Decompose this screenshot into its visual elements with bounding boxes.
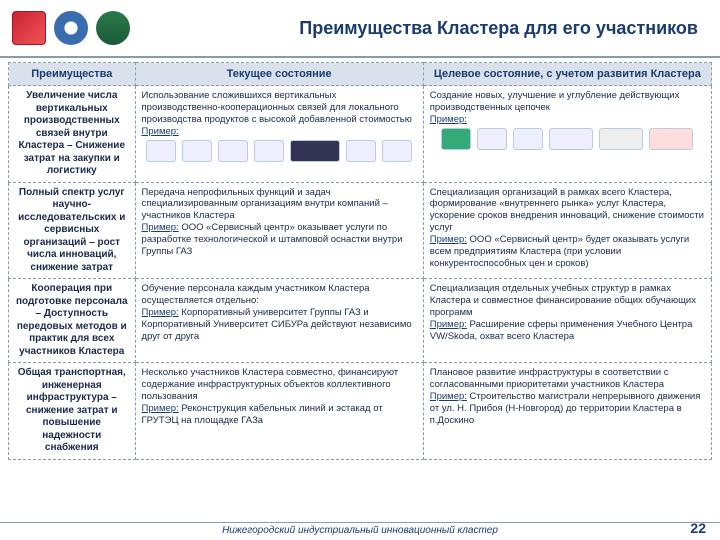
example-label: Пример: <box>142 126 179 137</box>
content-table-wrap: Преимущества Текущее состояние Целевое с… <box>0 58 720 460</box>
product-icon <box>513 128 543 150</box>
current-cell: Использование сложившихся вертикальных п… <box>135 86 423 183</box>
page-number: 22 <box>690 520 706 536</box>
current-example: ООО «Сервисный центр» оказывает услуги п… <box>142 222 403 257</box>
product-icon <box>549 128 593 150</box>
table-row: Общая транспортная, инженерная инфрастру… <box>9 363 712 460</box>
table-row: Кооперация при подготовке персонала – До… <box>9 279 712 363</box>
product-icon <box>382 140 412 162</box>
product-icon <box>146 140 176 162</box>
target-text: Плановое развитие инфраструктуры в соотв… <box>430 367 669 390</box>
current-text: Передача непрофильных функций и задач сп… <box>142 187 388 222</box>
example-label: Пример: <box>430 114 467 125</box>
target-example: Строительство магистрали непрерывного дв… <box>430 391 701 426</box>
example-label: Пример: <box>430 319 467 330</box>
logo-gaz <box>54 11 88 45</box>
product-icon <box>346 140 376 162</box>
col-header-target: Целевое состояние, с учетом развития Кла… <box>423 63 711 86</box>
logo-group <box>12 11 130 45</box>
logo-nizhny-novgorod <box>12 11 46 45</box>
target-cell: Специализация отдельных учебных структур… <box>423 279 711 363</box>
footer-text: Нижегородский индустриальный инновационн… <box>0 522 720 536</box>
slide-title: Преимущества Кластера для его участников <box>130 18 708 39</box>
current-text: Несколько участников Кластера совместно,… <box>142 367 399 402</box>
current-text: Обучение персонала каждым участником Кла… <box>142 283 370 306</box>
product-icon <box>290 140 340 162</box>
example-label: Пример: <box>430 234 467 245</box>
product-icon <box>649 128 693 150</box>
current-example: Корпоративный университет Группы ГАЗ и К… <box>142 307 412 342</box>
diagram-images <box>142 140 417 162</box>
slide-header: Преимущества Кластера для его участников <box>0 0 720 58</box>
product-icon <box>182 140 212 162</box>
col-header-current: Текущее состояние <box>135 63 423 86</box>
example-label: Пример: <box>142 307 179 318</box>
product-icon <box>477 128 507 150</box>
col-header-advantage: Преимущества <box>9 63 136 86</box>
target-example: ООО «Сервисный центр» будет оказывать ус… <box>430 234 689 269</box>
table-row: Полный спектр услуг научно-исследователь… <box>9 182 712 279</box>
example-label: Пример: <box>142 403 179 414</box>
current-cell: Передача непрофильных функций и задач сп… <box>135 182 423 279</box>
target-text: Специализация отдельных учебных структур… <box>430 283 696 318</box>
advantage-cell: Кооперация при подготовке персонала – До… <box>9 279 136 363</box>
target-text: Создание новых, улучшение и углубление д… <box>430 90 680 113</box>
target-example: Расширение сферы применения Учебного Цен… <box>430 319 693 342</box>
advantage-cell: Полный спектр услуг научно-исследователь… <box>9 182 136 279</box>
current-cell: Обучение персонала каждым участником Кла… <box>135 279 423 363</box>
target-cell: Создание новых, улучшение и углубление д… <box>423 86 711 183</box>
product-icon <box>599 128 643 150</box>
advantages-table: Преимущества Текущее состояние Целевое с… <box>8 62 712 460</box>
example-label: Пример: <box>142 222 179 233</box>
example-label: Пример: <box>430 391 467 402</box>
current-cell: Несколько участников Кластера совместно,… <box>135 363 423 460</box>
diagram-images <box>430 128 705 150</box>
advantage-cell: Общая транспортная, инженерная инфрастру… <box>9 363 136 460</box>
target-text: Специализация организаций в рамках всего… <box>430 187 704 234</box>
current-text: Использование сложившихся вертикальных п… <box>142 90 412 125</box>
advantage-cell: Увеличение числа вертикальных производст… <box>9 86 136 183</box>
target-cell: Плановое развитие инфраструктуры в соотв… <box>423 363 711 460</box>
target-cell: Специализация организаций в рамках всего… <box>423 182 711 279</box>
product-icon <box>218 140 248 162</box>
product-icon <box>441 128 471 150</box>
logo-sibur <box>96 11 130 45</box>
product-icon <box>254 140 284 162</box>
table-row: Увеличение числа вертикальных производст… <box>9 86 712 183</box>
